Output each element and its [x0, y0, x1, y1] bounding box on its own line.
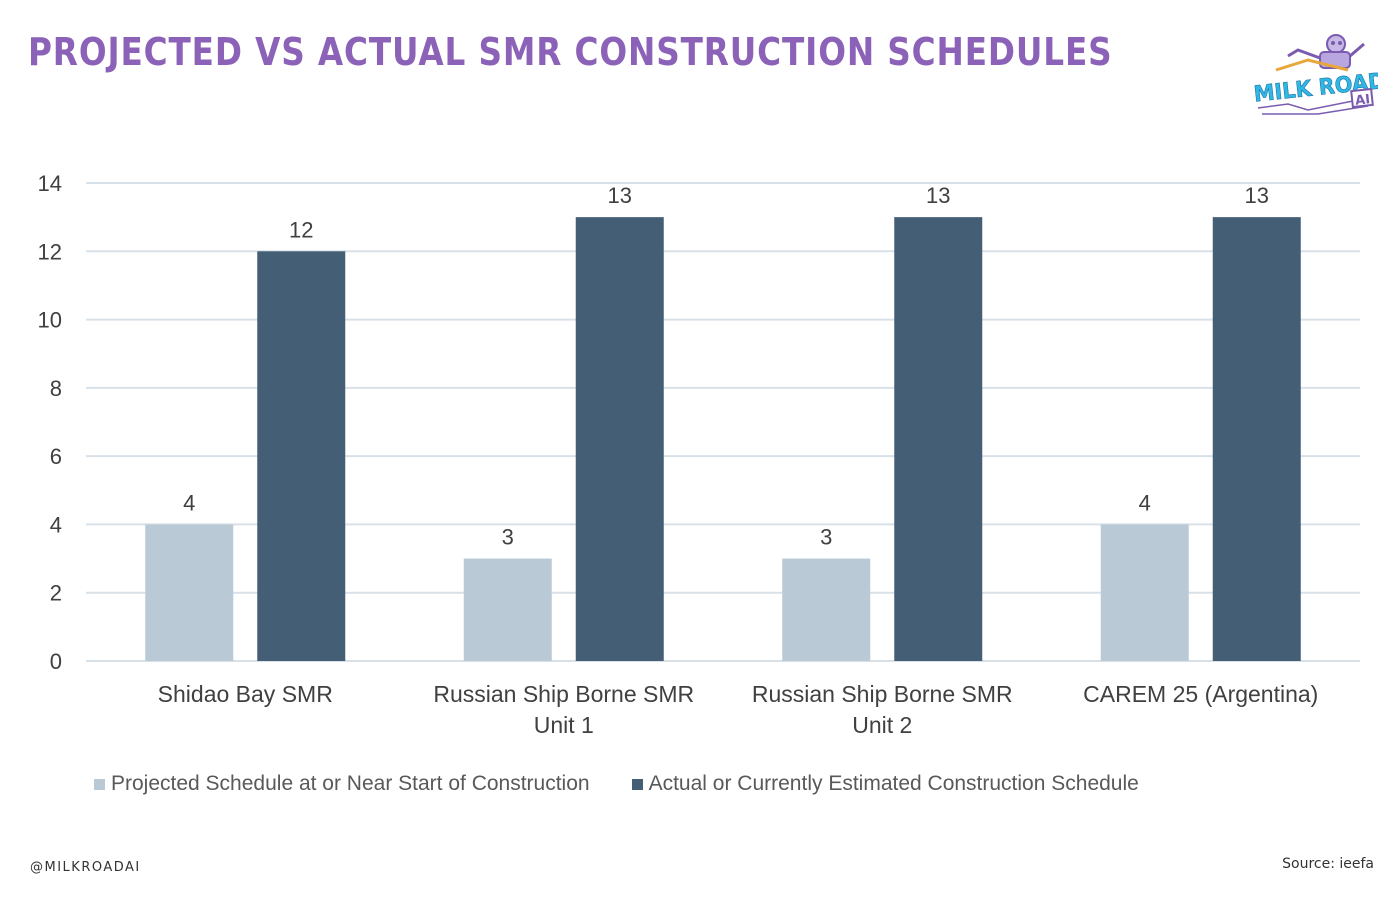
data-label: 13 [926, 183, 950, 208]
legend-item-projected: Projected Schedule at or Near Start of C… [94, 772, 590, 796]
logo-ai-text: AI [1355, 92, 1371, 108]
y-tick-label: 14 [38, 171, 62, 196]
data-label: 3 [502, 525, 514, 550]
legend-swatch-actual [631, 778, 643, 790]
y-tick-label: 2 [50, 581, 62, 606]
legend-item-actual: Actual or Currently Estimated Constructi… [631, 772, 1139, 796]
bar-projected [1100, 524, 1189, 661]
legend-label-projected: Projected Schedule at or Near Start of C… [111, 772, 590, 795]
y-tick-label: 10 [38, 308, 62, 333]
bar-projected [463, 558, 552, 661]
bar-projected [782, 558, 871, 661]
milk-road-ai-logo: MILK ROAD AI [1252, 34, 1378, 115]
social-handle: @MILKROADAI [30, 860, 141, 875]
legend-swatch-projected [94, 778, 105, 790]
x-tick-label: CAREM 25 (Argentina) [1083, 681, 1318, 707]
x-tick-label: Russian Ship Borne SMR [433, 681, 694, 707]
y-tick-label: 6 [50, 444, 62, 469]
bar-actual [894, 217, 983, 661]
data-label: 4 [183, 490, 195, 515]
data-label: 13 [1245, 183, 1269, 208]
chart-legend: Projected Schedule at or Near Start of C… [94, 772, 1181, 796]
bar-projected [145, 524, 234, 661]
y-tick-label: 0 [50, 649, 62, 674]
data-label: 4 [1139, 490, 1151, 515]
x-tick-label: Russian Ship Borne SMR [752, 681, 1013, 707]
y-tick-label: 8 [50, 376, 62, 401]
robot-mascot-icon [1257, 34, 1369, 115]
x-tick-label: Unit 1 [534, 712, 594, 738]
page-title: PROJECTED VS ACTUAL SMR CONSTRUCTION SCH… [28, 30, 1113, 74]
bar-actual [257, 251, 346, 662]
legend-label-actual: Actual or Currently Estimated Constructi… [648, 772, 1139, 795]
y-tick-label: 12 [38, 239, 62, 264]
data-label: 13 [608, 183, 632, 208]
x-tick-label: Shidao Bay SMR [158, 681, 333, 707]
x-tick-label: Unit 2 [852, 712, 912, 738]
data-label: 3 [820, 525, 832, 550]
bar-actual [575, 217, 664, 661]
source-credit: Source: ieefa [1282, 856, 1374, 872]
bar-actual [1212, 217, 1301, 661]
data-label: 12 [289, 217, 313, 242]
y-tick-label: 4 [50, 512, 62, 537]
